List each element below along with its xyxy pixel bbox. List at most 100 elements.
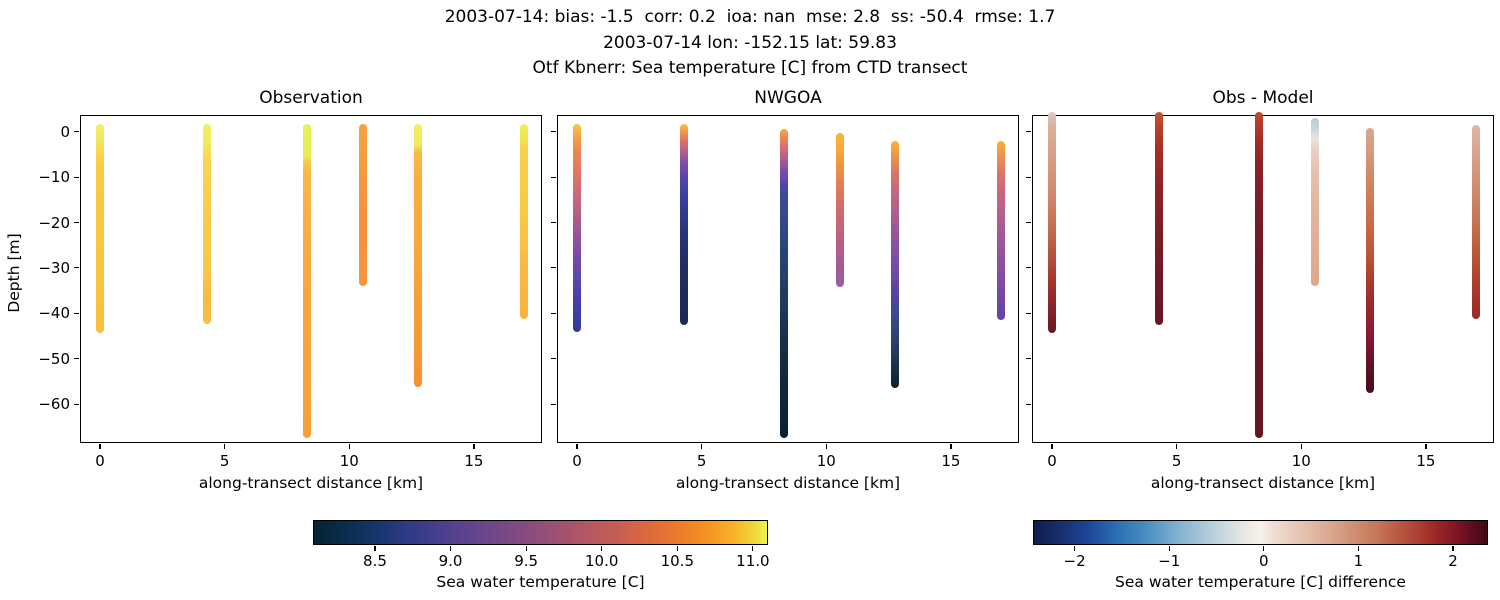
y-tick-label: −10 (38, 168, 70, 187)
x-tickmark (825, 443, 827, 449)
title-location-line: 2003-07-14 lon: -152.15 lat: 59.83 (603, 33, 897, 53)
colorbar-tickmark (1357, 545, 1359, 551)
x-tick-label: 5 (696, 452, 707, 470)
x-tickmark (224, 443, 226, 449)
x-tickmark (701, 443, 703, 449)
y-tickmark (1026, 221, 1031, 224)
colorbar-tick-label: 10.0 (585, 552, 619, 570)
y-tickmark (1026, 403, 1031, 405)
y-tickmark (1026, 312, 1031, 314)
profile-column (1254, 111, 1263, 438)
y-tickmark (1026, 358, 1031, 360)
colorbar-tick-label: 11.0 (736, 552, 770, 570)
profile-column (302, 124, 311, 438)
x-tick-label: 10 (816, 452, 836, 470)
y-tickmark (551, 221, 556, 224)
profile-column (413, 124, 422, 388)
y-tickmark (74, 312, 79, 314)
x-tickmark (1300, 443, 1302, 449)
x-tick-label: 15 (941, 452, 961, 470)
y-tickmark (551, 358, 556, 360)
y-tickmark (551, 131, 556, 133)
y-tickmark (74, 131, 79, 133)
profile-column (1048, 111, 1056, 334)
x-tick-label: 0 (1047, 452, 1057, 470)
colorbar-difference (1033, 520, 1488, 545)
profile-column (519, 124, 528, 320)
panel-title: NWGOA (754, 88, 822, 108)
profile-column (996, 141, 1005, 320)
colorbar-tick-label: 1 (1353, 552, 1364, 570)
colorbar-tickmark (752, 545, 754, 551)
y-tickmark (74, 176, 79, 178)
colorbar-tickmark (449, 545, 452, 551)
x-tick-label: 0 (95, 452, 105, 470)
y-tickmark (1026, 176, 1031, 178)
y-tick-label: −40 (38, 304, 70, 323)
x-tickmark (1051, 443, 1053, 449)
colorbar-tickmark (374, 545, 376, 551)
y-tickmark (551, 312, 556, 314)
y-tickmark (551, 267, 556, 269)
y-tickmark (551, 403, 556, 405)
x-tickmark (473, 443, 475, 449)
panel-axes-obs-model (1032, 115, 1494, 443)
x-tickmark (99, 443, 101, 449)
x-axis-label: along-transect distance [km] (1150, 474, 1376, 492)
x-axis-label: along-transect distance [km] (198, 474, 424, 492)
colorbar-tick-label: 9.0 (438, 552, 463, 570)
x-tick-label: 5 (219, 452, 230, 470)
profile-column (1471, 125, 1480, 320)
colorbar-tickmark (601, 545, 603, 551)
panel-title: Observation (259, 88, 363, 108)
x-tickmark (1425, 443, 1427, 449)
panel-axes-nwgoa (557, 115, 1019, 443)
profile-column (359, 124, 367, 287)
y-axis-label: Depth [m] (5, 233, 23, 313)
x-tick-label: 15 (1416, 452, 1436, 470)
panel-axes-observation (80, 115, 542, 443)
x-tick-label: 10 (1291, 452, 1311, 470)
y-tick-label: 0 (60, 122, 70, 141)
colorbar-tickmark (1168, 545, 1170, 551)
x-tick-label: 10 (339, 452, 359, 470)
profile-column (1311, 117, 1319, 286)
colorbar-temperature (313, 520, 768, 545)
y-tick-label: −30 (38, 258, 70, 277)
colorbar-tick-label: 9.5 (514, 552, 539, 570)
colorbar-tickmark (1263, 545, 1265, 551)
profile-column (890, 141, 899, 388)
x-tick-label: 15 (464, 452, 484, 470)
panel-title: Obs - Model (1212, 88, 1314, 108)
colorbar-tickmark (676, 545, 678, 551)
y-tickmark (74, 221, 79, 224)
x-tickmark (348, 443, 350, 449)
y-tickmark (551, 176, 556, 178)
x-tickmark (950, 443, 952, 449)
colorbar-tickmark (525, 545, 527, 551)
profile-column (1365, 127, 1374, 393)
profile-column (96, 124, 104, 334)
colorbar-tickmark (1074, 545, 1076, 551)
x-axis-label: along-transect distance [km] (675, 474, 901, 492)
y-tickmark (1026, 267, 1031, 269)
profile-column (573, 124, 581, 333)
y-tickmark (1026, 131, 1031, 133)
y-tick-label: −20 (38, 213, 70, 232)
x-tick-label: 5 (1171, 452, 1182, 470)
profile-column (203, 124, 212, 325)
x-tickmark (1176, 443, 1178, 449)
colorbar-tick-label: 0 (1259, 552, 1269, 570)
y-tickmark (74, 358, 79, 360)
title-dataset-line: Otf Kbnerr: Sea temperature [C] from CTD… (532, 58, 968, 78)
colorbar-tick-label: −2 (1063, 552, 1086, 570)
colorbar-tick-label: 10.5 (660, 552, 694, 570)
y-tick-label: −50 (38, 349, 70, 368)
colorbar-tickmark (1452, 545, 1454, 551)
colorbar-tick-label: 8.5 (363, 552, 387, 570)
profile-column (680, 124, 689, 325)
y-tickmark (74, 267, 79, 269)
y-tickmark (74, 403, 79, 405)
colorbar-tick-label: 2 (1448, 552, 1458, 570)
